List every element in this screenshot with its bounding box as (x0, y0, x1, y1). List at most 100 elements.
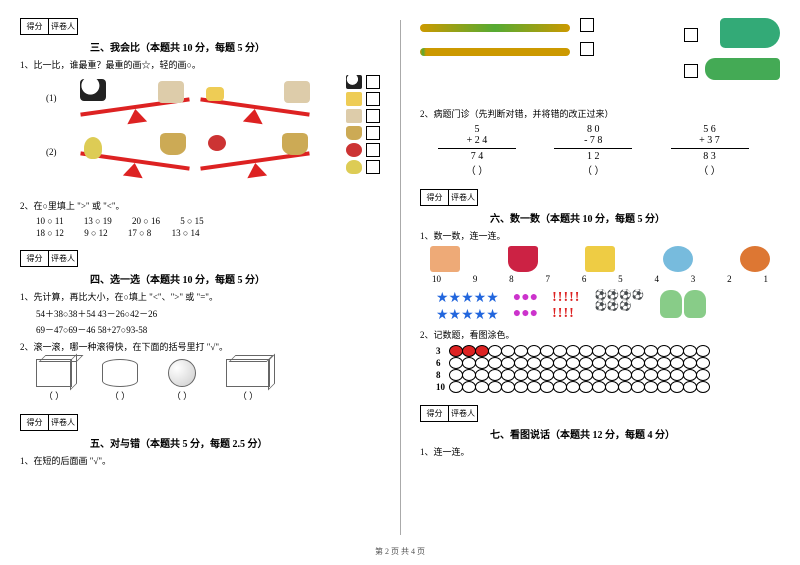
paren: （ ） (110, 391, 130, 401)
num: 5 (618, 274, 623, 284)
left-column: 得分 评卷人 三、我会比（本题共 10 分，每题 5 分） 1、比一比，谁最重？… (0, 0, 400, 565)
score-box-3: 得分 评卷人 (20, 18, 78, 35)
rule-line (671, 148, 749, 149)
score-label: 得分 (421, 190, 449, 205)
checkbox[interactable] (366, 92, 380, 106)
panda-icon (80, 79, 106, 101)
crocodile-icon (705, 58, 780, 80)
operand: + 3 7 (665, 135, 755, 146)
color-grid: 3 6 8 10 (436, 345, 780, 393)
pineapple-icon (160, 133, 186, 155)
sec6-q2: 2、记数题，看图涂色。 (420, 328, 780, 341)
operand: 5 6 (665, 124, 755, 135)
dog-icon (284, 81, 310, 103)
checkbox[interactable] (366, 75, 380, 89)
grader-label: 评卷人 (449, 406, 477, 421)
grader-label: 评卷人 (49, 415, 77, 430)
shapes-row: （ ） （ ） （ ） （ ） (36, 359, 380, 402)
math-problems: 5 + 2 4 7 4 （ ） 8 0 - 7 8 1 2 （ ） 5 6 + … (420, 124, 780, 177)
rule-line (438, 148, 516, 149)
answer-checkboxes (346, 75, 380, 174)
grid-label: 10 (436, 382, 450, 392)
soccer-icon: ⚽⚽⚽⚽⚽⚽⚽ (594, 290, 644, 324)
number-row: 10 9 8 7 6 5 4 3 2 1 (432, 274, 768, 284)
num: 8 (509, 274, 514, 284)
score-label: 得分 (21, 19, 49, 34)
checkbox[interactable] (684, 64, 698, 78)
sec4-q2: 2、滚一滚，哪一种滚得快，在下面的括号里打 "√"。 (20, 340, 380, 353)
ducks-icon (585, 246, 615, 272)
marks-icon: !!!!!!!!! (552, 290, 580, 324)
paren: （ ） (44, 391, 64, 401)
calc-line-2: 69－47○69－46 58+27○93-58 (36, 323, 380, 336)
score-label: 得分 (421, 406, 449, 421)
section-4-title: 四、选一选（本题共 10 分，每题 5 分） (90, 271, 380, 286)
strawberry-icon (346, 143, 362, 157)
score-box-5: 得分 评卷人 (20, 414, 78, 431)
checkbox[interactable] (366, 126, 380, 140)
checkbox[interactable] (366, 143, 380, 157)
cats-icon (430, 246, 460, 272)
cuboid-icon (226, 359, 270, 387)
cmp: 13 ○ 19 (84, 216, 112, 226)
result: 8 3 (665, 151, 755, 162)
cmp: 10 ○ 11 (36, 216, 64, 226)
grid-label: 8 (436, 370, 450, 380)
grader-label: 评卷人 (449, 190, 477, 205)
score-label: 得分 (21, 415, 49, 430)
paren: （ ） (665, 162, 755, 177)
cylinder-icon (102, 359, 138, 387)
apples-icon (740, 246, 770, 272)
dots-icon: ●●●●●● (513, 290, 538, 324)
checkbox[interactable] (580, 42, 594, 56)
pear-icon (346, 160, 362, 174)
panda-icon (346, 75, 362, 89)
checkbox[interactable] (580, 18, 594, 32)
sphere-icon (168, 359, 196, 387)
grader-label: 评卷人 (49, 19, 77, 34)
sec3-q2: 2、在○里填上 ">" 或 "<"。 (20, 199, 380, 212)
operand: 8 0 (548, 124, 638, 135)
stars-icon: ★★★★★★★★★★ (436, 290, 499, 324)
num: 9 (473, 274, 478, 284)
score-label: 得分 (21, 251, 49, 266)
section-3-title: 三、我会比（本题共 10 分，每题 5 分） (90, 39, 380, 54)
sec5-q1: 1、在短的后面画 "√"。 (20, 454, 380, 467)
grader-label: 评卷人 (49, 251, 77, 266)
label-2: (2) (46, 147, 57, 157)
snake-icon (720, 18, 780, 48)
balls-icon (663, 246, 693, 272)
num: 6 (582, 274, 587, 284)
sec6-q1: 1、数一数，连一连。 (420, 229, 780, 242)
math-problem-1: 5 + 2 4 7 4 （ ） (432, 124, 522, 177)
operand: + 2 4 (432, 135, 522, 146)
rope-1 (420, 24, 570, 32)
checkbox[interactable] (366, 109, 380, 123)
label-1: (1) (46, 93, 57, 103)
cmp: 13 ○ 14 (172, 228, 200, 238)
section-7-title: 七、看图说话（本题共 12 分，每题 4 分） (490, 426, 780, 441)
checkbox[interactable] (684, 28, 698, 42)
sec7-q1: 1、连一连。 (420, 445, 780, 458)
bird-icon (206, 87, 224, 101)
dog-icon (158, 81, 184, 103)
paren: （ ） (548, 162, 638, 177)
sec3-q1: 1、比一比，谁最重？最重的画☆，轻的画○。 (20, 58, 380, 71)
operand: 5 (432, 124, 522, 135)
rope-2 (420, 48, 570, 56)
math-problem-3: 5 6 + 3 7 8 3 （ ） (665, 124, 755, 177)
section-5-title: 五、对与错（本题共 5 分，每题 2.5 分） (90, 435, 380, 450)
cube-icon (36, 359, 72, 387)
seesaw-diagram: (1) (2) (20, 75, 380, 195)
page-footer: 第 2 页 共 4 页 (0, 546, 800, 557)
num: 7 (545, 274, 550, 284)
rope-compare (420, 18, 780, 103)
math-problem-2: 8 0 - 7 8 1 2 （ ） (548, 124, 638, 177)
paren: （ ） (432, 162, 522, 177)
score-box-4: 得分 评卷人 (20, 250, 78, 267)
dress-icon (508, 246, 538, 272)
num: 1 (763, 274, 768, 284)
count-shapes: ★★★★★★★★★★ ●●●●●● !!!!!!!!! ⚽⚽⚽⚽⚽⚽⚽ (436, 290, 780, 324)
checkbox[interactable] (366, 160, 380, 174)
right-column: 2、病题门诊（先判断对错，并将错的改正过来） 5 + 2 4 7 4 （ ） 8… (400, 0, 800, 565)
